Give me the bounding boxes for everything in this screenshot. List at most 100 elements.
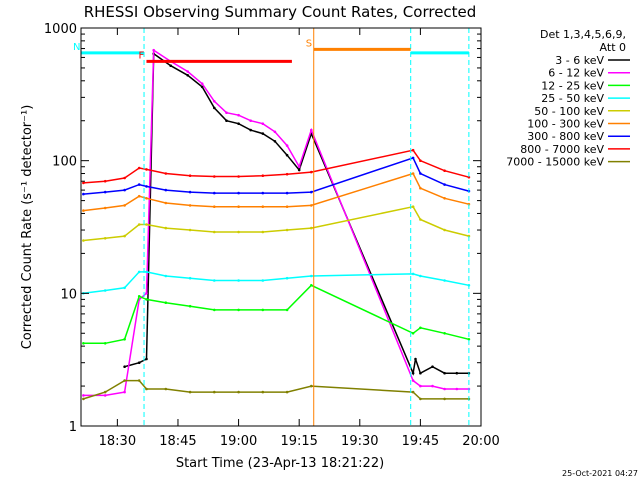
data-point-6-5: [164, 188, 168, 192]
y-tick-label-0: 1: [69, 420, 77, 435]
data-point-2-14: [443, 332, 446, 335]
data-point-2-1: [103, 342, 107, 345]
data-point-0-6: [200, 85, 204, 89]
data-point-7-3: [137, 166, 141, 170]
data-point-7-2: [123, 176, 126, 180]
series-line-1: [83, 48, 469, 397]
data-point-0-1: [137, 361, 141, 365]
series-line-7: [83, 149, 470, 184]
data-point-0-12: [273, 140, 277, 143]
data-point-5-10: [285, 205, 289, 208]
legend-label-0: 3 - 6 keV: [555, 54, 604, 67]
data-point-1-2: [123, 390, 126, 394]
legend-label-7: 800 - 7000 keV: [520, 143, 604, 156]
data-point-5-8: [237, 205, 240, 208]
data-point-1-7: [186, 70, 189, 73]
legend-label-2: 12 - 25 keV: [541, 79, 604, 92]
data-point-4-5: [164, 226, 168, 230]
data-point-8-13: [419, 397, 422, 401]
data-point-5-11: [310, 204, 313, 207]
data-point-5-12: [411, 172, 415, 175]
data-point-2-9: [261, 308, 265, 312]
data-point-1-22: [455, 387, 459, 391]
x-tick-label-0: 18:30: [99, 434, 136, 449]
data-point-7-10: [285, 172, 289, 176]
series-line-6: [83, 156, 470, 195]
x-tick-label-6: 20:00: [462, 434, 499, 449]
data-point-6-0: [82, 192, 85, 196]
data-point-4-2: [123, 234, 126, 238]
data-point-5-1: [103, 206, 107, 210]
x-tick-label-1: 18:45: [159, 434, 196, 449]
data-point-0-4: [169, 64, 172, 67]
data-point-6-4: [145, 185, 148, 188]
legend-label-5: 100 - 300 keV: [527, 118, 604, 131]
axis-layer: 18:30 18:45 19:00 19:15 19:30 19:45 20:00 1 10 10…: [44, 22, 500, 449]
data-point-3-3: [137, 270, 141, 274]
data-point-4-11: [310, 226, 313, 230]
legend-label-1: 6 - 12 keV: [548, 67, 604, 80]
legend-header-0: Det 1,3,4,5,6,9,: [540, 28, 626, 41]
data-point-7-14: [443, 169, 446, 172]
data-point-6-3: [137, 183, 141, 186]
data-point-5-2: [123, 204, 126, 207]
data-point-1-21: [443, 387, 446, 391]
data-point-4-6: [188, 228, 192, 232]
footer-timestamp: 25-Oct-2021 04:27: [562, 469, 638, 478]
data-point-0-14: [297, 168, 301, 172]
data-point-3-10: [285, 276, 289, 280]
data-point-4-10: [285, 228, 289, 232]
data-point-8-5: [164, 387, 168, 391]
data-point-0-18: [419, 371, 422, 375]
data-point-1-16: [297, 165, 301, 168]
data-point-8-1: [103, 390, 107, 394]
data-point-8-7: [213, 390, 216, 394]
legend-header-1: Att 0: [600, 41, 626, 54]
series-layer: [82, 48, 471, 401]
data-point-8-0: [82, 397, 85, 401]
data-point-4-12: [411, 205, 415, 208]
x-tick-label-3: 19:15: [280, 434, 317, 449]
data-point-3-2: [123, 286, 126, 290]
data-point-0-11: [261, 132, 265, 135]
data-point-1-0: [82, 394, 85, 397]
data-point-2-3: [137, 295, 141, 298]
data-point-0-5: [186, 74, 189, 77]
data-point-2-8: [237, 308, 240, 312]
y-tick-label-2: 100: [52, 155, 77, 170]
data-point-3-6: [188, 276, 192, 280]
data-point-5-6: [188, 204, 192, 207]
data-point-2-0: [82, 342, 85, 345]
data-point-7-15: [467, 175, 471, 179]
data-point-1-1: [103, 394, 107, 397]
legend-label-8: 7000 - 15000 keV: [506, 156, 604, 169]
data-point-3-13: [419, 274, 422, 278]
data-point-3-7: [213, 279, 216, 282]
data-point-3-5: [164, 274, 168, 278]
data-point-4-13: [419, 218, 422, 221]
data-point-7-7: [213, 175, 216, 178]
x-tick-label-4: 19:30: [341, 434, 378, 449]
data-point-7-8: [237, 175, 240, 178]
data-point-6-7: [213, 191, 216, 195]
data-point-1-19: [419, 384, 422, 388]
data-point-8-14: [443, 397, 446, 401]
data-point-8-9: [261, 390, 265, 394]
data-point-2-15: [467, 338, 471, 341]
data-point-5-7: [213, 205, 216, 208]
data-point-2-6: [188, 304, 192, 308]
data-point-0-2: [145, 357, 148, 361]
data-point-0-19: [431, 365, 434, 369]
data-point-0-8: [225, 119, 228, 122]
data-point-5-3: [137, 194, 141, 198]
data-point-4-1: [103, 237, 107, 240]
data-point-6-13: [419, 172, 422, 175]
data-point-4-14: [443, 228, 446, 232]
data-point-0-21: [455, 371, 459, 375]
y-tick-label-1: 10: [60, 287, 77, 302]
data-point-5-0: [82, 209, 85, 212]
data-point-6-12: [411, 156, 415, 160]
data-point-4-8: [237, 230, 240, 234]
legend-label-3: 25 - 50 keV: [541, 92, 604, 105]
